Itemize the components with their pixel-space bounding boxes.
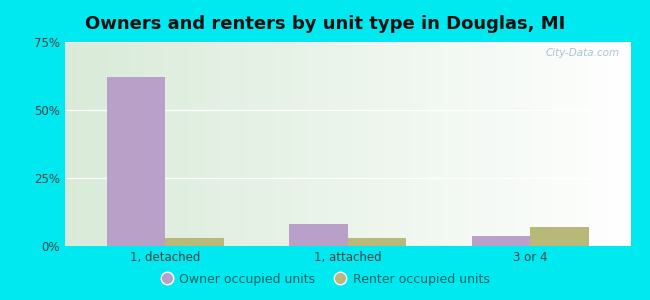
Bar [107,77,165,246]
Text: City-Data.com: City-Data.com [545,48,619,58]
Bar [472,236,530,246]
Bar [289,224,348,246]
Bar [530,227,588,246]
Legend: Owner occupied units, Renter occupied units: Owner occupied units, Renter occupied un… [155,268,495,291]
Bar [165,238,224,246]
Bar [348,238,406,246]
Text: Owners and renters by unit type in Douglas, MI: Owners and renters by unit type in Dougl… [85,15,565,33]
